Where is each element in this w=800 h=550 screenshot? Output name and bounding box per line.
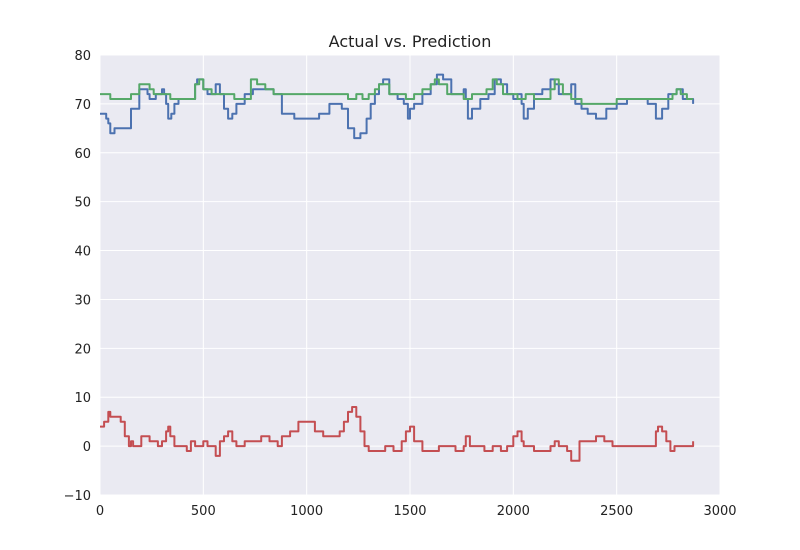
y-tick-label: 50 bbox=[74, 196, 91, 211]
x-tick-label: 1500 bbox=[393, 504, 426, 519]
chart-title: Actual vs. Prediction bbox=[329, 32, 492, 51]
series-line-2 bbox=[100, 78, 694, 105]
x-tick-label: 2000 bbox=[497, 504, 530, 519]
y-tick-label: 80 bbox=[74, 49, 91, 64]
x-tick-label: 2500 bbox=[600, 504, 633, 519]
y-tick-label: 0 bbox=[83, 440, 91, 455]
y-tick-label: 70 bbox=[74, 98, 91, 113]
x-tick-label: 0 bbox=[96, 504, 104, 519]
y-tick-label: −10 bbox=[64, 489, 91, 504]
tick-labels: 0 500 1000 1500 2000 2500 3000 −10 0 10 20 30 40 50 60… bbox=[64, 49, 737, 519]
x-tick-label: 500 bbox=[191, 504, 216, 519]
y-tick-label: 30 bbox=[74, 293, 91, 308]
y-tick-label: 40 bbox=[74, 245, 91, 260]
series-group bbox=[100, 73, 695, 462]
y-tick-label: 60 bbox=[74, 147, 91, 162]
y-tick-label: 20 bbox=[74, 342, 91, 357]
x-tick-label: 3000 bbox=[703, 504, 736, 519]
series-line-3 bbox=[100, 406, 695, 462]
y-tick-label: 10 bbox=[74, 391, 91, 406]
x-tick-label: 1000 bbox=[290, 504, 323, 519]
